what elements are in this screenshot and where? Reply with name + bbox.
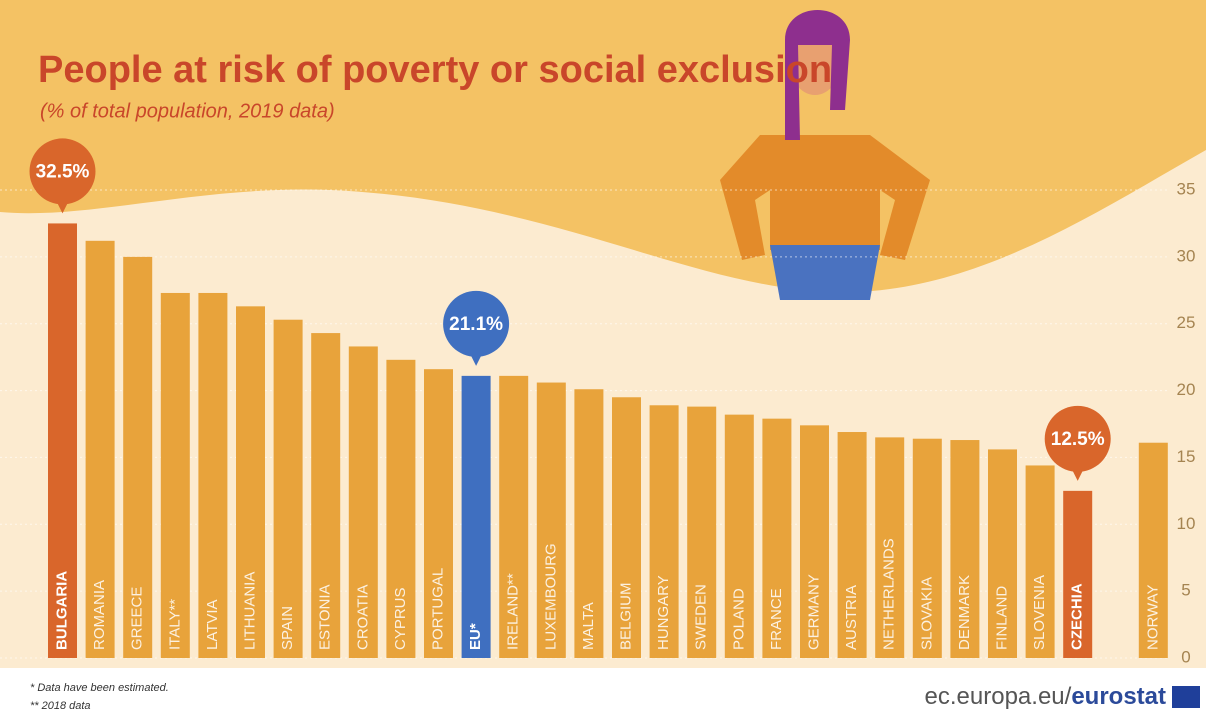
x-tick-label: FINLAND (993, 586, 1010, 650)
figure (720, 10, 930, 300)
source: ec.europa.eu/eurostat (925, 683, 1166, 710)
bar (800, 425, 829, 658)
bar (837, 432, 867, 658)
x-tick-label: GERMANY (805, 574, 822, 650)
bar (724, 414, 754, 658)
source-brand: eurostat (1071, 683, 1166, 710)
x-tick-label: SLOVAKIA (918, 577, 935, 650)
bar (875, 437, 905, 658)
x-tick-label: PORTUGAL (429, 568, 446, 650)
x-tick-label: NORWAY (1144, 584, 1161, 650)
bar (1138, 442, 1168, 658)
hair (785, 10, 850, 140)
pants (770, 245, 880, 300)
x-tick-label: ESTONIA (317, 584, 334, 650)
bar (123, 256, 153, 658)
x-tick-label: LATVIA (204, 599, 221, 650)
y-tick-label: 0 (1181, 647, 1190, 666)
torso (720, 135, 930, 260)
x-tick-label: POLAND (730, 588, 747, 650)
x-tick-label: NETHERLANDS (881, 538, 898, 650)
x-tick-label: SPAIN (279, 606, 296, 650)
y-tick-label: 15 (1177, 447, 1196, 466)
bar (198, 292, 228, 658)
bar (612, 397, 641, 658)
bar (574, 389, 604, 658)
bar (988, 449, 1017, 658)
x-tick-label: BELGIUM (617, 582, 634, 650)
bar (1025, 465, 1055, 658)
y-tick-label: 30 (1177, 246, 1196, 265)
y-tick-label: 25 (1177, 313, 1196, 332)
x-tick-label: IRELAND** (505, 573, 522, 650)
x-tick-label: ROMANIA (91, 580, 108, 650)
y-tick-label: 20 (1177, 380, 1196, 399)
chart-title: People at risk of poverty or social excl… (38, 49, 832, 91)
bar (85, 240, 115, 658)
x-tick-label: CYPRUS (392, 587, 409, 650)
x-tick-label: MALTA (580, 602, 597, 650)
bar (48, 223, 77, 658)
x-tick-label: DENMARK (956, 575, 973, 650)
x-tick-label: EU* (467, 623, 484, 650)
bar (499, 375, 529, 658)
bar (762, 418, 792, 658)
bar (348, 346, 378, 658)
callout (443, 290, 510, 357)
y-tick-label: 10 (1177, 514, 1196, 533)
source-url: ec.europa.eu/ (925, 683, 1072, 710)
bar (311, 333, 341, 658)
bar (160, 292, 190, 658)
chart-subtitle: (% of total population, 2019 data) (40, 100, 335, 122)
bar (649, 405, 679, 658)
bar (950, 440, 980, 658)
bar (424, 369, 453, 658)
x-tick-label: ITALY** (166, 599, 183, 650)
footnote: ** 2018 data (30, 700, 91, 712)
x-tick-label: GREECE (129, 587, 146, 650)
bar (687, 406, 717, 658)
value-label: 12.5% (1051, 429, 1105, 450)
x-tick-label: AUSTRIA (843, 585, 860, 650)
x-tick-label: BULGARIA (53, 571, 70, 650)
bar (1063, 490, 1093, 658)
value-label: 21.1% (449, 314, 503, 335)
bar (536, 382, 566, 658)
x-tick-label: LITHUANIA (241, 572, 258, 650)
x-tick-label: CROATIA (354, 584, 371, 650)
bar (912, 438, 942, 658)
y-tick-label: 35 (1177, 179, 1196, 198)
x-tick-label: LUXEMBOURG (542, 543, 559, 650)
x-tick-label: HUNGARY (655, 575, 672, 650)
value-label: 32.5% (36, 161, 90, 182)
x-tick-label: SWEDEN (693, 584, 710, 650)
y-tick-label: 5 (1181, 581, 1190, 600)
eu-flag (1172, 686, 1200, 708)
bar (273, 319, 303, 658)
x-tick-label: FRANCE (768, 588, 785, 650)
footnote: * Data have been estimated. (30, 682, 169, 694)
x-tick-label: CZECHIA (1069, 583, 1086, 650)
callout (1044, 405, 1111, 472)
callout (29, 138, 96, 205)
x-tick-label: SLOVENIA (1031, 575, 1048, 650)
bar (236, 306, 265, 658)
bar (386, 359, 416, 658)
bar (461, 375, 491, 658)
